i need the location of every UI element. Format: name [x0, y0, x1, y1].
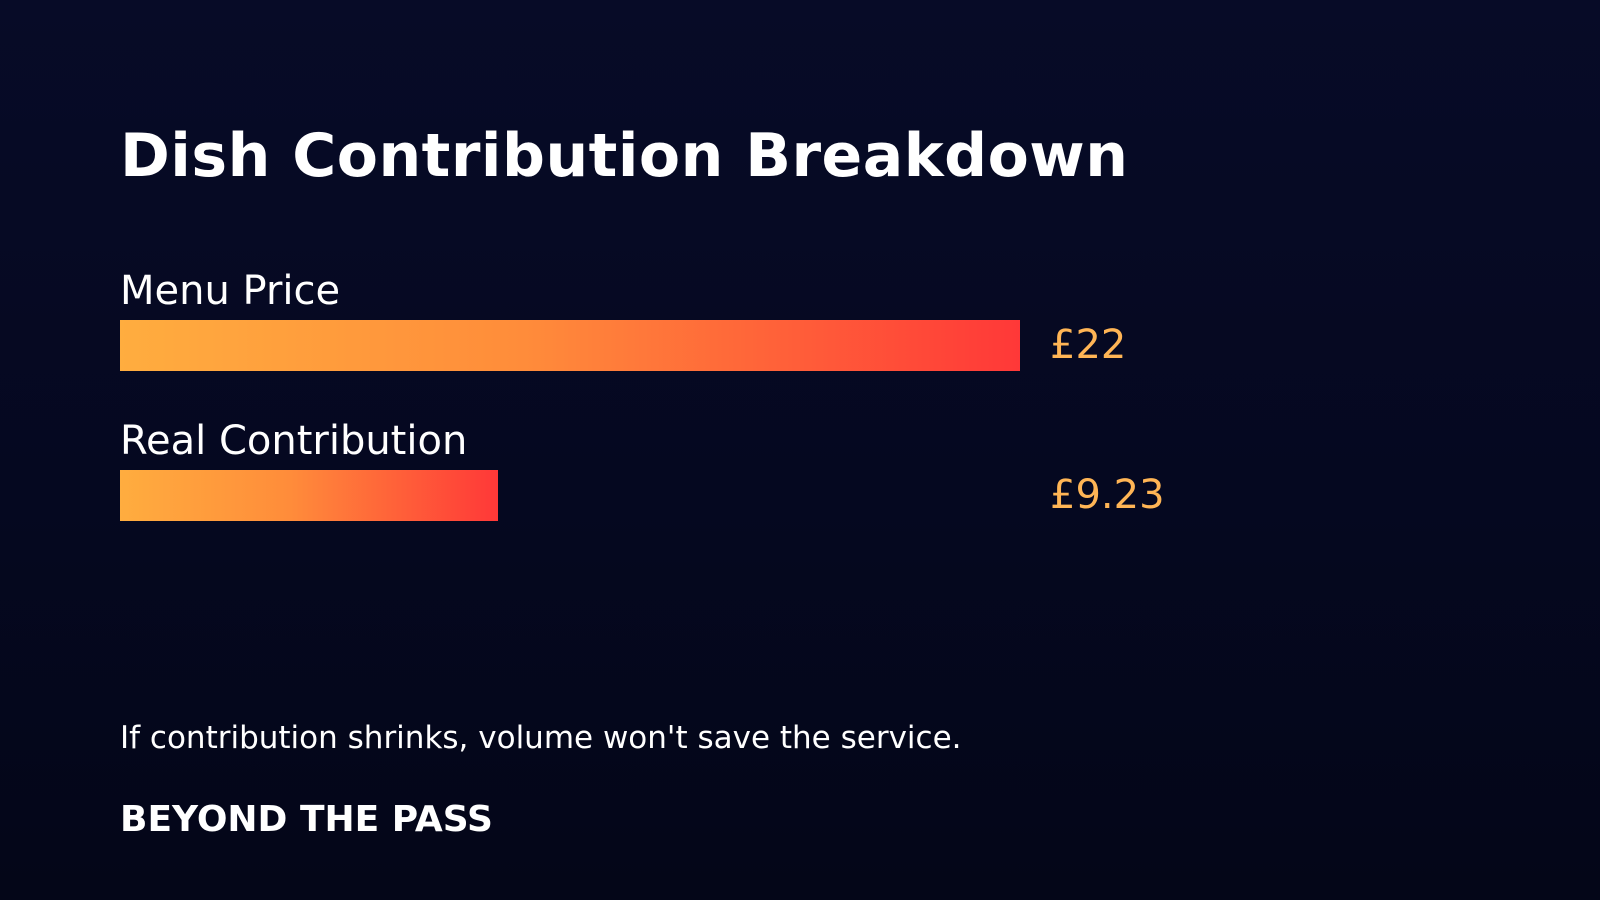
bar-row: Real Contribution £9.23	[120, 416, 1220, 521]
bar-chart: Menu Price £22 Real Contribution £9.23	[120, 266, 1220, 526]
brand-logo-text: BEYOND THE PASS	[120, 799, 493, 840]
bar-row: Menu Price £22	[120, 266, 1220, 371]
bar-value-label: £22	[1050, 322, 1127, 368]
bar-category-label: Real Contribution	[120, 418, 468, 464]
bar-value-label: £9.23	[1050, 472, 1165, 518]
bar	[120, 470, 498, 521]
bar-category-label: Menu Price	[120, 268, 341, 314]
footnote-text: If contribution shrinks, volume won't sa…	[120, 720, 962, 756]
page-title: Dish Contribution Breakdown	[120, 121, 1129, 191]
bar	[120, 320, 1020, 371]
